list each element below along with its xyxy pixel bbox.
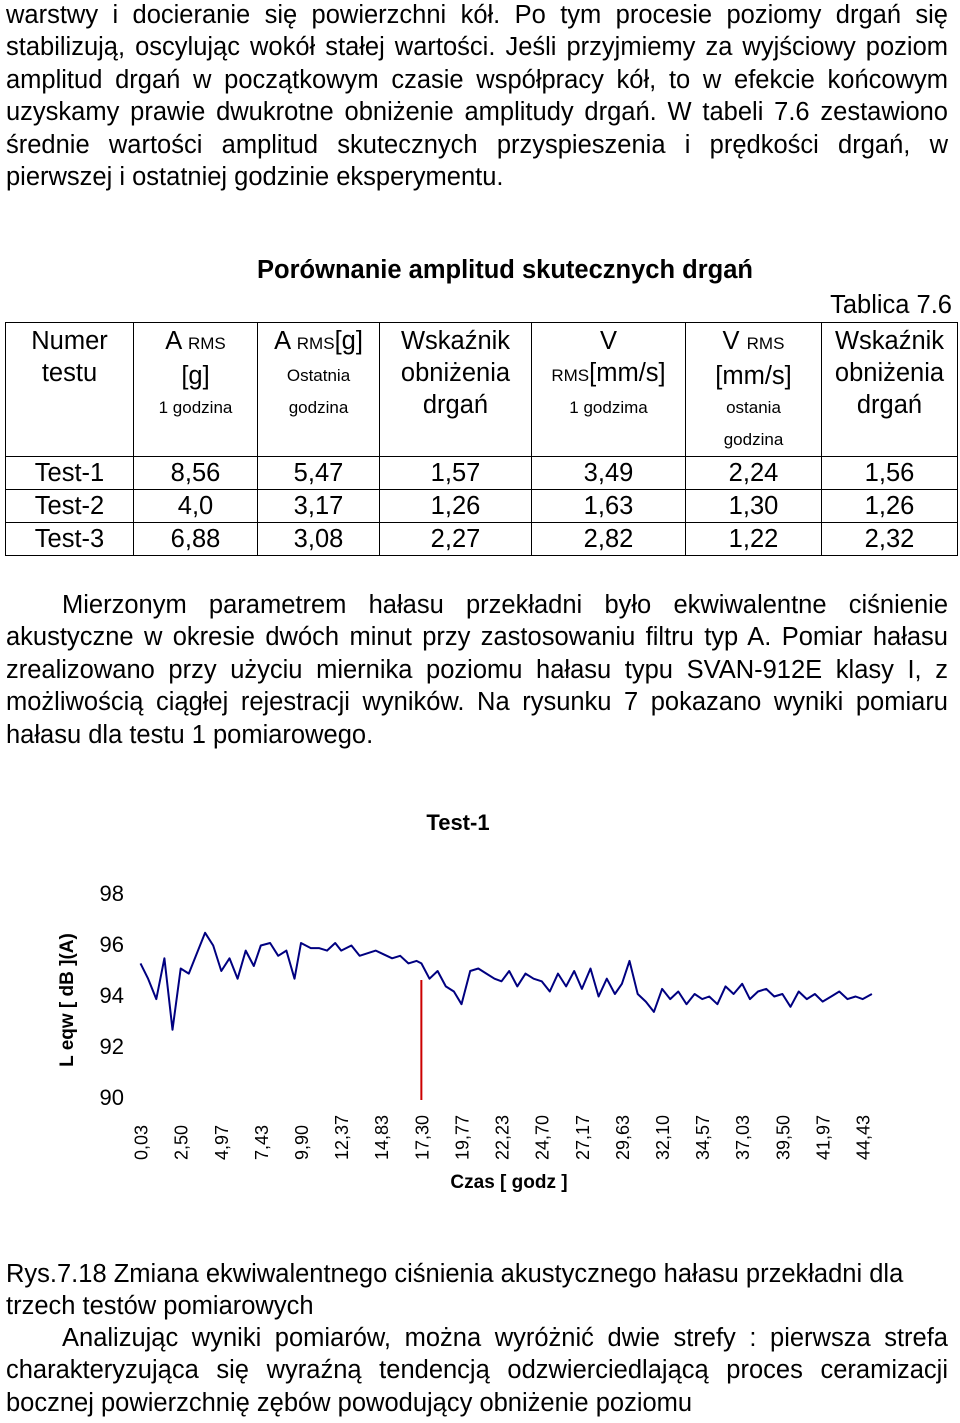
header-a-rms-last: A RMS[g] Ostatnia godzina (257, 322, 380, 457)
x-tick-label: 27,17 (573, 1115, 593, 1160)
table-row: Test-1 8,56 5,47 1,57 3,49 2,24 1,56 (5, 456, 958, 490)
paragraph-middle: Mierzonym parametrem hałasu przekładni b… (6, 591, 948, 749)
header-v-rms-first: V RMS[mm/s] 1 godzima (531, 322, 686, 457)
x-tick-label: 17,30 (412, 1115, 432, 1160)
table-label: Tablica 7.6 (830, 291, 952, 319)
y-tick-label: 96 (100, 932, 124, 957)
header-v-rms-last: V RMS [mm/s] ostania godzina (685, 322, 822, 457)
y-tick-label: 98 (100, 881, 124, 906)
table-cell: 2,24 (685, 456, 822, 490)
x-tick-label: 37,03 (733, 1115, 753, 1160)
comparison-table: Numer testu A RMS [g] 1 godzina A RMS[g]… (5, 322, 958, 556)
x-tick-label: 2,50 (172, 1125, 192, 1160)
paragraph-top: warstwy i docieranie się powierzchni kół… (6, 1, 948, 192)
table-cell: Test-2 (5, 489, 134, 523)
table-cell: 1,63 (531, 489, 686, 523)
noise-line-chart: L eqw [ dB ](A) Czas [ godz ] 98 96 94 92 90… (57, 881, 874, 1193)
y-axis-label: L eqw [ dB ](A) (57, 933, 78, 1067)
x-tick-label: 0,03 (131, 1125, 151, 1160)
x-tick-label: 12,37 (332, 1115, 352, 1160)
table-cell: 5,47 (257, 456, 380, 490)
x-tick-label: 44,43 (854, 1115, 874, 1160)
table-cell: 1,57 (379, 456, 532, 490)
x-tick-label: 24,70 (533, 1115, 553, 1160)
table-cell: 1,30 (685, 489, 822, 523)
table-cell: 4,0 (133, 489, 258, 523)
table-cell: Test-1 (5, 456, 134, 490)
table-header-row: Numer testu A RMS [g] 1 godzina A RMS[g]… (5, 322, 958, 457)
x-tick-label: 14,83 (372, 1115, 392, 1160)
table-cell: 1,26 (821, 489, 958, 523)
chart-title: Test-1 (426, 810, 490, 835)
table-cell: 1,56 (821, 456, 958, 490)
table-cell: 3,49 (531, 456, 686, 490)
series-line (139, 931, 873, 1031)
table-cell: 2,27 (379, 522, 532, 556)
table-row: Test-3 6,88 3,08 2,27 2,82 1,22 2,32 (5, 522, 958, 556)
x-tick-label: 41,97 (814, 1115, 834, 1160)
table-cell: 6,88 (133, 522, 258, 556)
header-a-rms-first: A RMS [g] 1 godzina (133, 322, 258, 457)
table-cell: 3,17 (257, 489, 380, 523)
x-tick-label: 34,57 (693, 1115, 713, 1160)
x-tick-label: 32,10 (653, 1115, 673, 1160)
table-title: Porównanie amplitud skutecznych drgań (257, 256, 753, 284)
y-tick-label: 94 (100, 983, 124, 1008)
x-tick-label: 9,90 (292, 1125, 312, 1160)
table-cell: 8,56 (133, 456, 258, 490)
x-tick-label: 4,97 (212, 1125, 232, 1160)
table-cell: 2,82 (531, 522, 686, 556)
header-wskaznik-a: Wskaźnik obniżenia drgań (379, 322, 532, 457)
x-tick-label: 22,23 (493, 1115, 513, 1160)
table-row: Test-2 4,0 3,17 1,26 1,63 1,30 1,26 (5, 489, 958, 523)
table-cell: 3,08 (257, 522, 380, 556)
x-tick-label: 29,63 (613, 1115, 633, 1160)
y-tick-label: 90 (100, 1085, 124, 1110)
header-numer-testu: Numer testu (5, 322, 134, 457)
y-tick-label: 92 (100, 1034, 124, 1059)
paragraph-bottom: Analizując wyniki pomiarów, można wyróżn… (6, 1324, 948, 1417)
table-cell: 1,26 (379, 489, 532, 523)
x-tick-label: 39,50 (773, 1115, 793, 1160)
x-tick-label: 19,77 (453, 1115, 473, 1160)
figure-caption: Rys.7.18 Zmiana ekwiwalentnego ciśnienia… (6, 1260, 904, 1321)
table-cell: 2,32 (821, 522, 958, 556)
table-cell: Test-3 (5, 522, 134, 556)
header-wskaznik-v: Wskaźnik obniżenia drgań (821, 322, 958, 457)
x-tick-label: 7,43 (252, 1125, 272, 1160)
x-axis-label: Czas [ godz ] (450, 1172, 567, 1193)
table-cell: 1,22 (685, 522, 822, 556)
